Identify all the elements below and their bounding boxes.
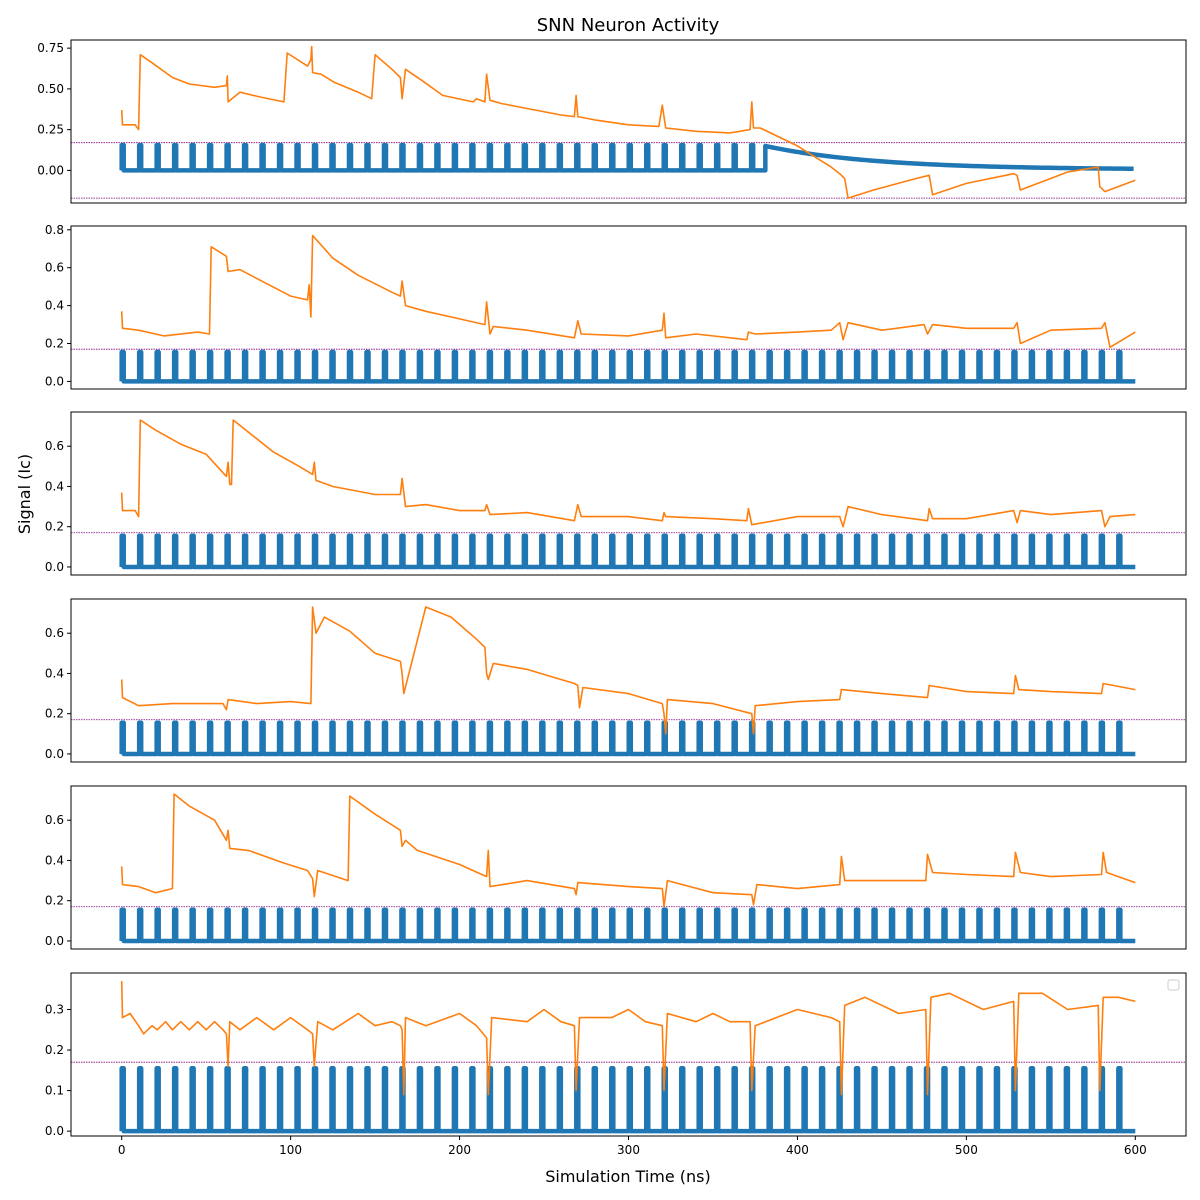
x-tick-label: 300: [617, 1143, 640, 1157]
panel-neuron-4: 0.0 0.2 0.4 0.6: [45, 598, 1187, 763]
panel-data: [71, 419, 1186, 570]
panel-data: [71, 981, 1186, 1134]
y-tick-label: 0.6: [45, 261, 64, 275]
y-tick-label: 0.1: [45, 1084, 64, 1098]
y-tick-label: 0.4: [45, 479, 64, 493]
input-spike-train: [119, 907, 1136, 944]
membrane-potential-line: [120, 981, 1136, 1096]
panel-neuron-2: 0.0 0.2 0.4 0.6 0.8: [45, 223, 1187, 390]
y-tick-label: 0.4: [45, 299, 64, 313]
x-tick-label: 0: [118, 1143, 126, 1157]
panel-data: [71, 45, 1186, 199]
membrane-potential-line: [120, 793, 1136, 908]
panel-neuron-5: 0.0 0.2 0.4 0.6: [45, 785, 1187, 950]
x-tick-label: 400: [786, 1143, 809, 1157]
axes-frame: [70, 39, 1187, 204]
input-spike-train: [119, 1066, 1136, 1134]
y-tick-label: 0.2: [45, 520, 64, 534]
input-spike-train: [119, 533, 1136, 570]
membrane-potential-line: [120, 234, 1136, 349]
y-tick-label: 0.0: [45, 934, 64, 948]
input-spike-train: [119, 349, 1136, 384]
y-tick-label: 0.0: [45, 374, 64, 388]
membrane-potential-line: [120, 419, 1136, 528]
y-tick-label: 0.2: [45, 707, 64, 721]
y-tick-label: 0.0: [45, 747, 64, 761]
y-tick-label: 0.8: [45, 223, 64, 237]
y-axis-label: Signal (Ic): [15, 454, 34, 534]
y-tick-label: 0.75: [37, 41, 64, 55]
membrane-potential-line: [120, 45, 1136, 199]
chart-title: SNN Neuron Activity: [537, 15, 720, 36]
y-tick-label: 0.6: [45, 813, 64, 827]
panel-data: [71, 606, 1186, 757]
x-tick-label: 100: [279, 1143, 302, 1157]
y-tick-label: 0.0: [45, 560, 64, 574]
x-tick-label: 200: [448, 1143, 471, 1157]
y-tick-label: 0.4: [45, 666, 64, 680]
axes-frame: [70, 411, 1187, 576]
panel-neuron-6: 0.0 0.1 0.2 0.3 0 100 200 300 400 500 600: [45, 972, 1187, 1157]
x-axis-label: Simulation Time (ns): [545, 1167, 711, 1186]
axes-frame: [70, 598, 1187, 763]
membrane-potential-line: [120, 606, 1136, 735]
y-tick-label: 0.00: [37, 163, 64, 177]
y-tick-label: 0.25: [37, 123, 64, 137]
input-spike-train: [119, 720, 1136, 757]
y-tick-label: 0.0: [45, 1124, 64, 1138]
panel-data: [71, 793, 1186, 944]
axes-frame: [70, 225, 1187, 390]
y-tick-label: 0.6: [45, 439, 64, 453]
y-tick-label: 0.2: [45, 1043, 64, 1057]
legend-box: [1167, 979, 1180, 991]
axes-frame: [70, 785, 1187, 950]
x-tick-label: 500: [955, 1143, 978, 1157]
y-tick-label: 0.4: [45, 853, 64, 867]
input-spike-train: [119, 142, 1134, 173]
y-tick-label: 0.6: [45, 626, 64, 640]
panel-neuron-1: 0.00 0.25 0.50 0.75: [37, 39, 1187, 204]
y-tick-label: 0.2: [45, 337, 64, 351]
y-tick-label: 0.50: [37, 82, 64, 96]
y-tick-label: 0.3: [45, 1002, 64, 1016]
panel-neuron-3: 0.0 0.2 0.4 0.6: [45, 411, 1187, 576]
x-tick-label: 600: [1124, 1143, 1147, 1157]
panels: 0.000.250.500.750.00.20.40.60.80.00.20.4…: [37, 39, 1187, 1157]
panel-data: [71, 234, 1186, 384]
y-tick-label: 0.2: [45, 894, 64, 908]
